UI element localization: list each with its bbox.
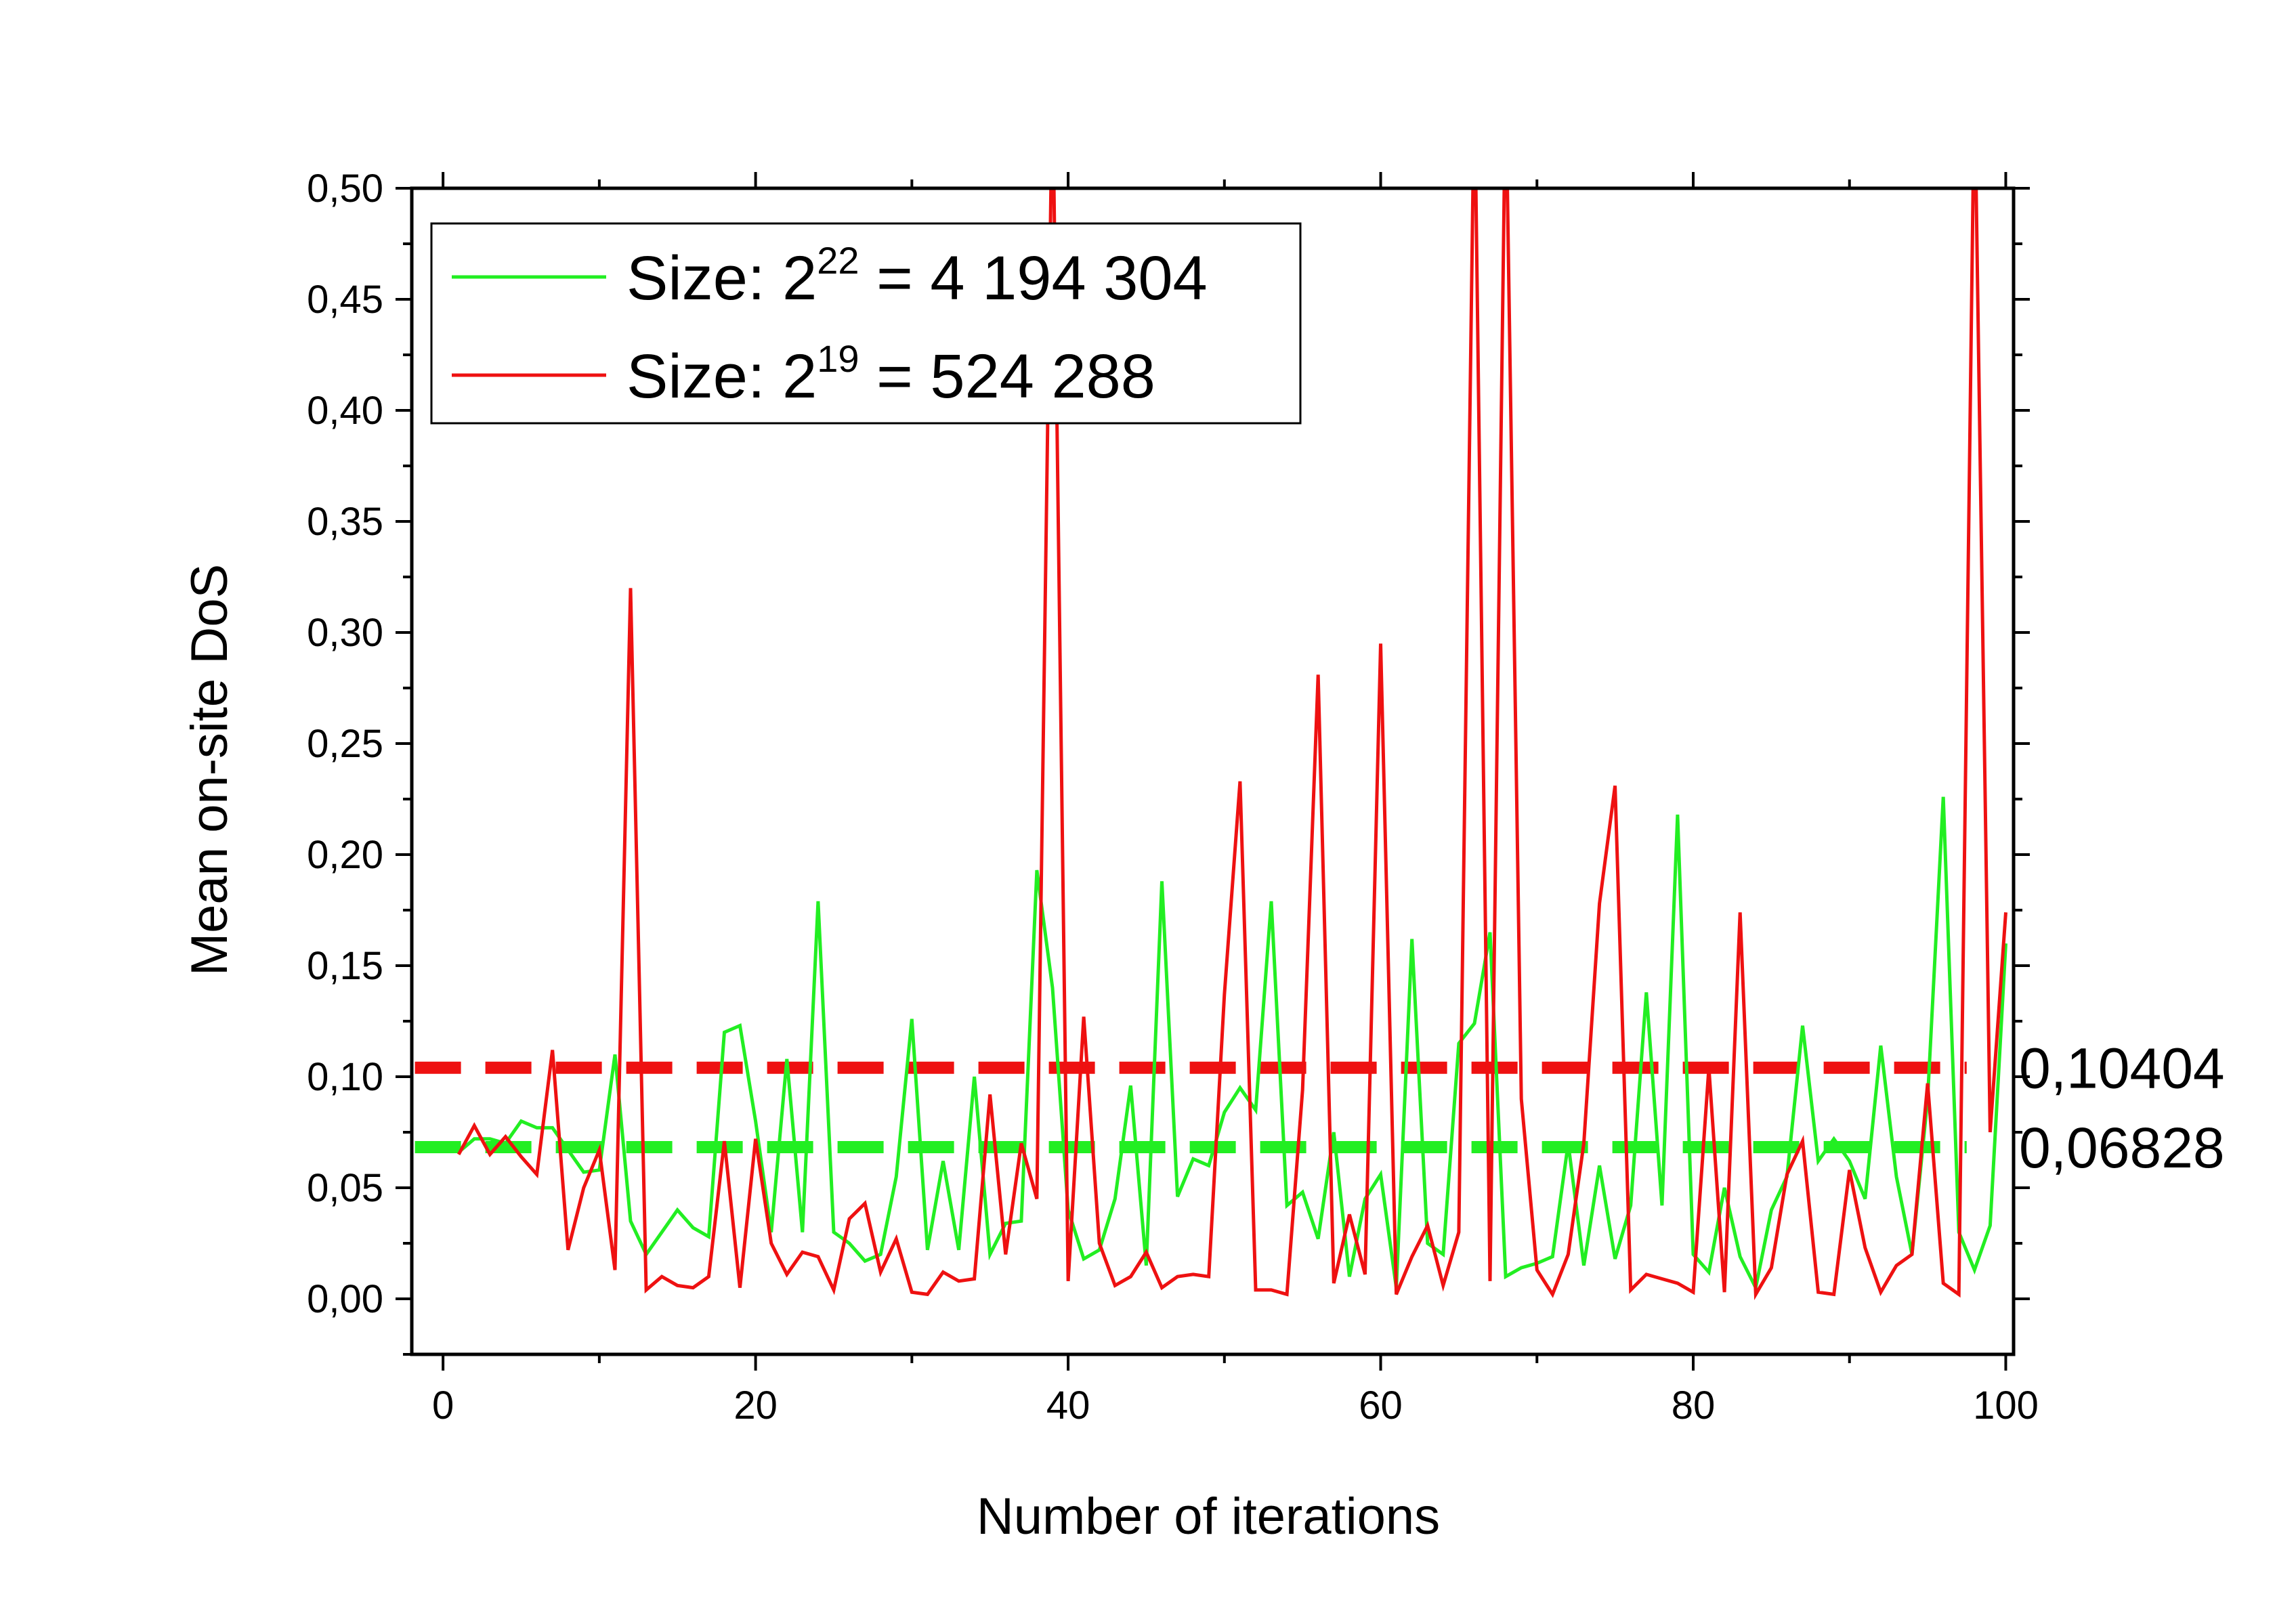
- reference-line-label: 0,06828: [2019, 1116, 2225, 1180]
- tick-labels: 0 20 40 60 80 100 0,00 0,05 0,10 0,15 0,20 0,25 0,30…: [307, 167, 2039, 1427]
- legend: Size: 222 = 4 194 304 Size: 219 = 524 288: [430, 222, 1302, 425]
- x-tick-label: 0: [432, 1383, 454, 1427]
- legend-label: Size: 222 = 4 194 304: [626, 239, 1208, 313]
- legend-label: Size: 219 = 524 288: [626, 337, 1155, 411]
- x-tick-label: 60: [1359, 1383, 1403, 1427]
- axis-ticks: [396, 172, 2030, 1371]
- y-tick-label: 0,20: [307, 833, 383, 877]
- x-axis-title: Number of iterations: [977, 1488, 1440, 1545]
- x-tick-label: 100: [1973, 1383, 2039, 1427]
- y-tick-label: 0,10: [307, 1055, 383, 1099]
- y-tick-label: 0,35: [307, 500, 383, 544]
- plot-frame: [410, 186, 2016, 1356]
- reference-line-label: 0,10404: [2019, 1037, 2225, 1100]
- y-tick-label: 0,00: [307, 1277, 383, 1321]
- y-tick-label: 0,30: [307, 611, 383, 655]
- y-tick-label: 0,05: [307, 1166, 383, 1210]
- y-tick-label: 0,45: [307, 278, 383, 322]
- x-tick-label: 20: [734, 1383, 778, 1427]
- series-line-2: [457, 188, 2007, 1300]
- y-tick-label: 0,25: [307, 722, 383, 766]
- legend-box: [430, 222, 1302, 425]
- y-tick-label: 0,40: [307, 389, 383, 433]
- x-tick-label: 80: [1672, 1383, 1716, 1427]
- series-lines: [457, 188, 2007, 1300]
- y-axis-title: Mean on-site DoS: [181, 564, 238, 976]
- reference-labels: 0,10404 0,06828: [2019, 1037, 2225, 1180]
- series-line-1: [457, 796, 2007, 1293]
- y-tick-label: 0,50: [307, 167, 383, 211]
- y-tick-label: 0,15: [307, 944, 383, 988]
- x-tick-label: 40: [1046, 1383, 1090, 1427]
